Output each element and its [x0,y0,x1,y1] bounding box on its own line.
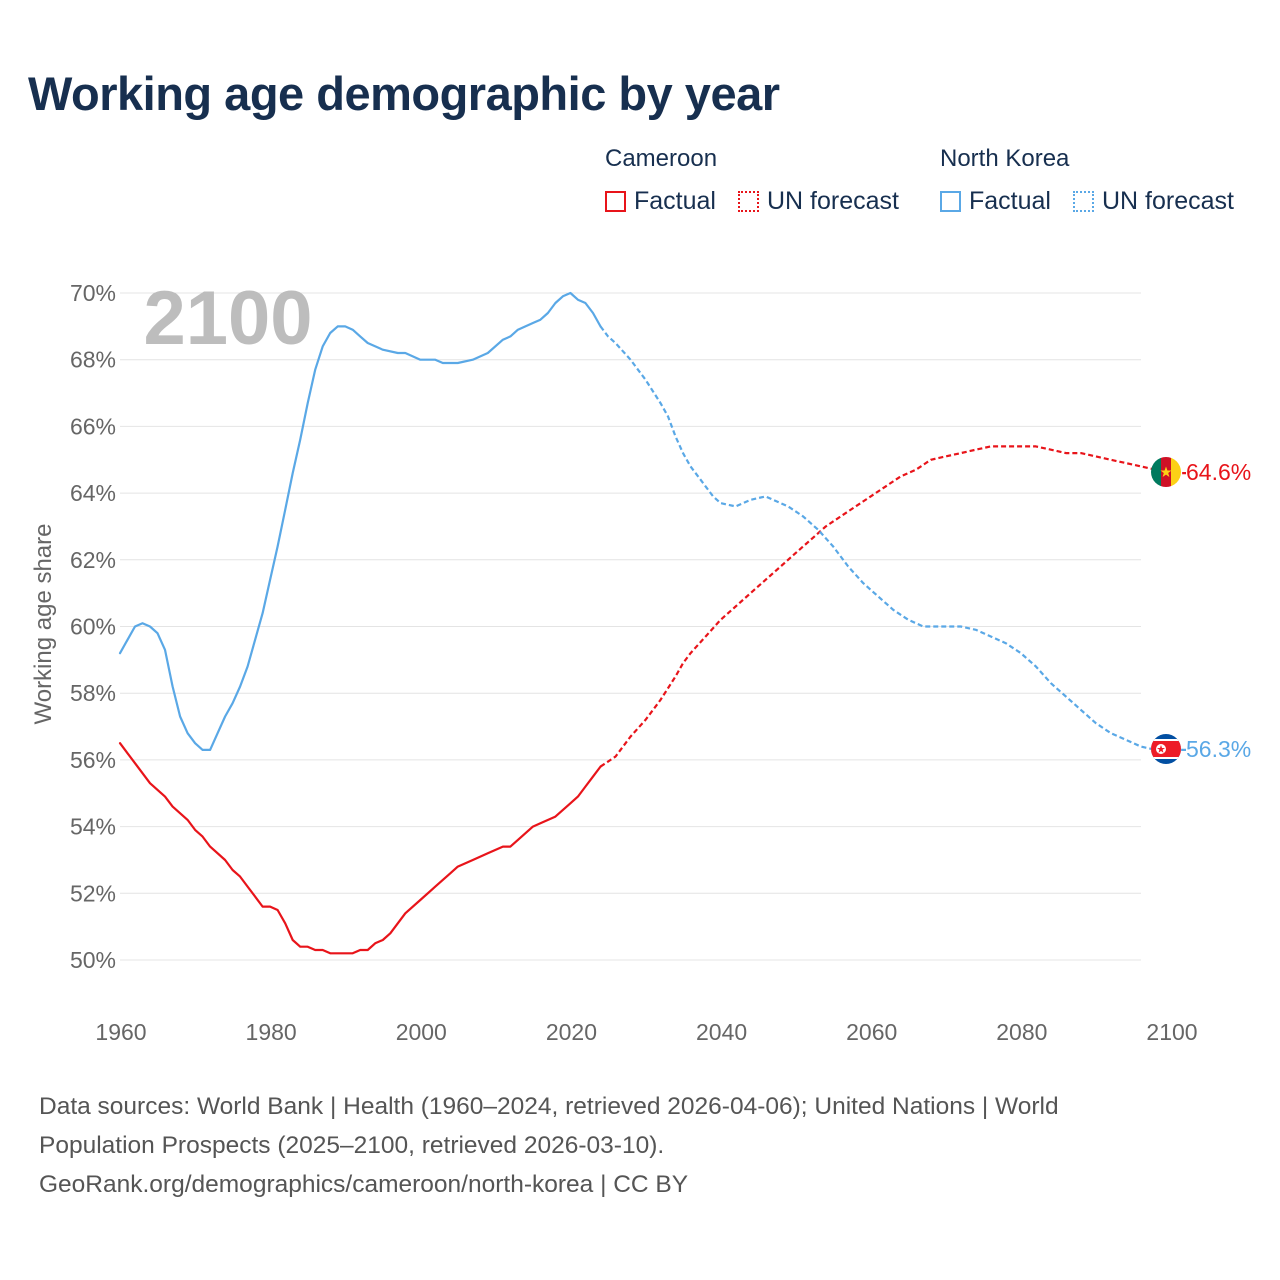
series-line-north-korea-factual [118,291,602,751]
y-tick-label: 66% [70,413,116,439]
y-tick-label: 56% [70,747,116,773]
cameroon-end-label: 64.6% [1186,459,1251,485]
x-tick-label: 1980 [246,1019,297,1045]
x-tick-label: 2100 [1146,1019,1197,1045]
north-korea-end-label: 56.3% [1186,736,1251,762]
legend-swatch-cameroon-factual [605,190,626,212]
legend-north-korea-factual[interactable]: Factual [940,186,1051,216]
legend-label-cameroon-forecast: UN forecast [767,186,899,215]
x-tick-label: 2020 [546,1019,597,1045]
footer-line-3: GeoRank.org/demographics/cameroon/north-… [39,1171,689,1198]
x-tick-label: 2000 [396,1019,447,1045]
gridlines [120,292,1141,961]
y-tick-label: 58% [70,680,116,706]
series-lines [118,291,1186,955]
legend-title-north-korea: North Korea [940,145,1070,172]
legend-label-north-korea-forecast: UN forecast [1102,186,1234,215]
y-tick-label: 62% [70,547,116,573]
x-tick-label: 2060 [846,1019,897,1045]
y-tick-label: 64% [70,480,116,506]
year-watermark: 2100 [143,276,312,361]
legend-label-north-korea-factual: Factual [969,186,1051,215]
y-tick-label: 70% [70,280,116,306]
legend-north-korea-forecast[interactable]: UN forecast [1073,186,1234,216]
legend-title-cameroon: Cameroon [605,145,718,172]
footer-line-1: Data sources: World Bank | Health (1960–… [39,1093,1059,1120]
y-axis-ticks: 50% 52% 54% 56% 58% 60% 62% 64% 66% 68% 70% [70,280,116,973]
legend-swatch-north-korea-forecast [1073,190,1094,212]
north-korea-flag-icon [1151,734,1181,764]
legend-cameroon-forecast[interactable]: UN forecast [738,186,899,216]
legend-cameroon-factual[interactable]: Factual [605,186,716,216]
x-axis-ticks: 1960 1980 2000 2020 2040 2060 2080 2100 [95,1019,1197,1045]
y-tick-label: 54% [70,814,116,840]
y-tick-label: 68% [70,347,116,373]
y-axis-label: Working age share [30,524,57,725]
x-tick-label: 2040 [696,1019,747,1045]
footer-line-2: Population Prospects (2025–2100, retriev… [39,1132,665,1159]
legend-swatch-north-korea-factual [940,190,961,212]
legend-swatch-cameroon-forecast [738,190,759,212]
footer-sources: Data sources: World Bank | Health (1960–… [39,1087,1219,1204]
series-line-cameroon-forecast [599,445,1186,768]
y-tick-label: 52% [70,880,116,906]
x-tick-label: 1960 [95,1019,146,1045]
series-line-cameroon-factual [118,742,602,955]
series-line-north-korea-forecast [599,325,1186,751]
cameroon-flag-icon [1151,457,1181,487]
y-tick-label: 60% [70,614,116,640]
chart-title: Working age demographic by year [28,67,780,120]
line-chart: 50%52%54%56%58%60%62%64%66%68%70% 1960 19… [30,276,1251,1045]
legend-label-cameroon-factual: Factual [634,186,716,215]
y-tick-label: 50% [70,947,116,973]
x-tick-label: 2080 [996,1019,1047,1045]
